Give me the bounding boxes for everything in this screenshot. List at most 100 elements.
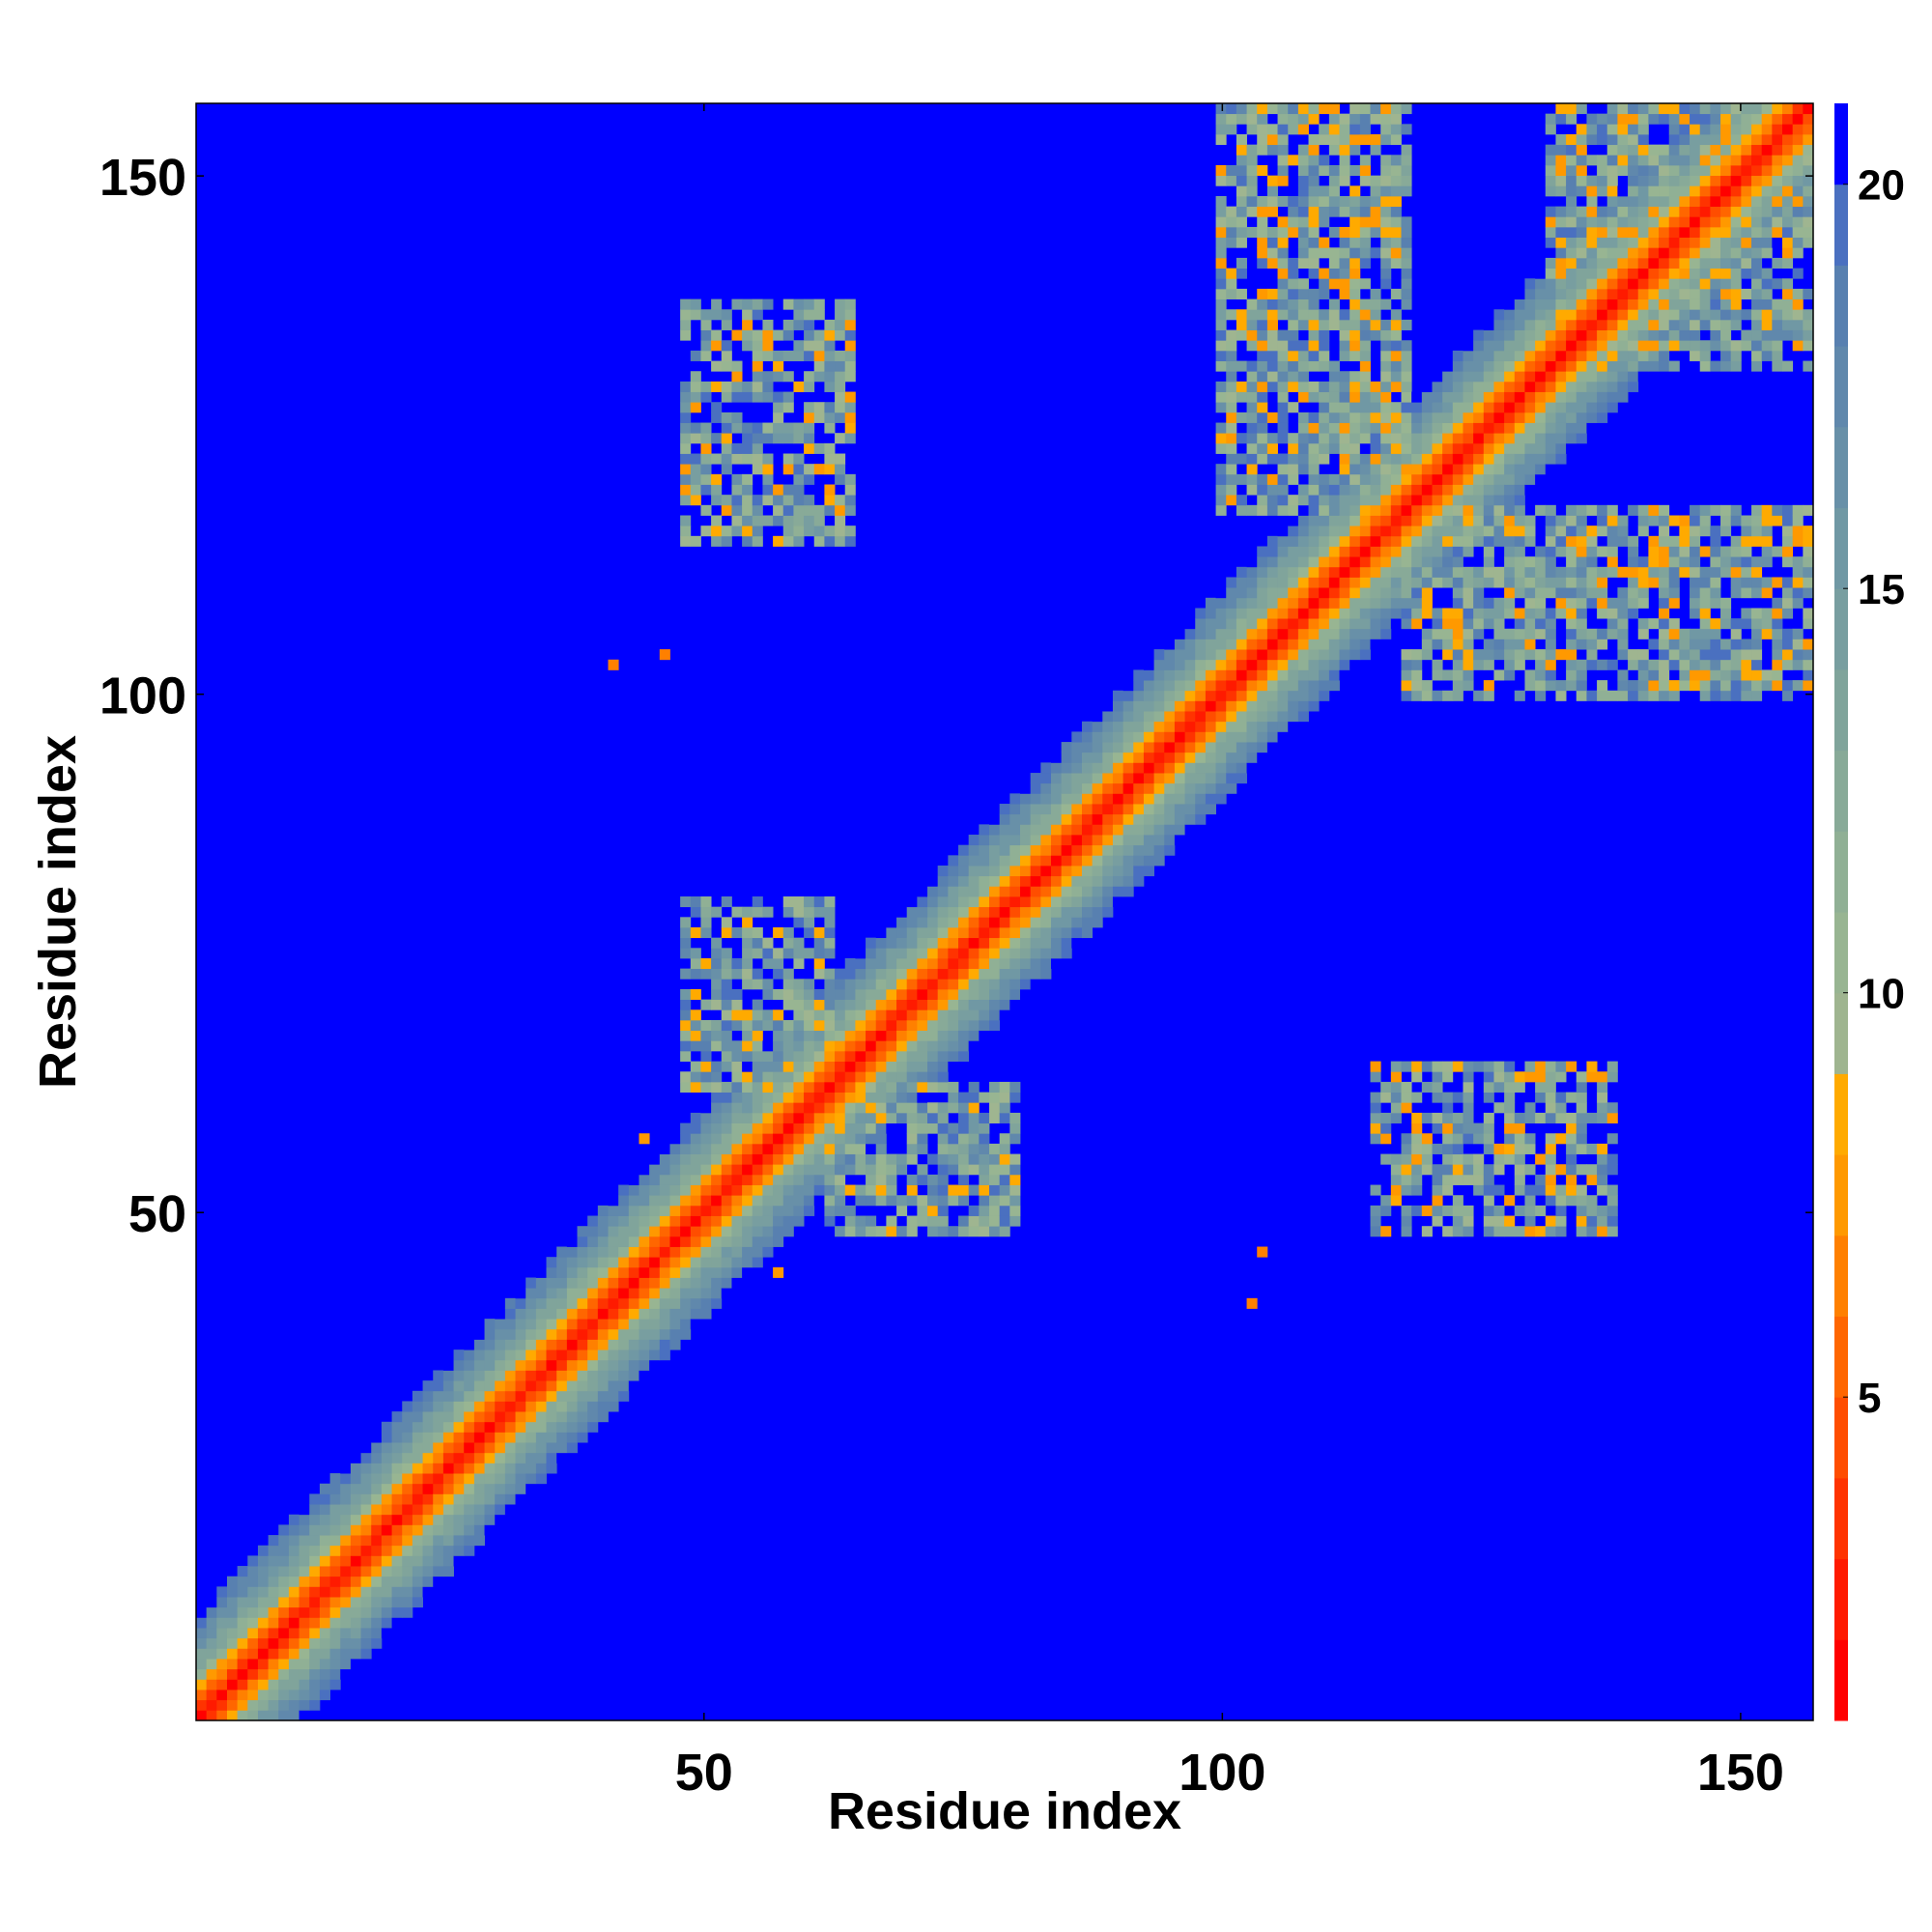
heatmap-cell xyxy=(1390,381,1402,392)
heatmap-cell xyxy=(1483,1143,1494,1154)
heatmap-cell xyxy=(669,1184,681,1196)
heatmap-cell xyxy=(1266,659,1278,670)
heatmap-cell xyxy=(1586,1205,1598,1216)
heatmap-cell xyxy=(927,1040,939,1052)
heatmap-cell xyxy=(875,1050,887,1062)
heatmap-cell xyxy=(844,1133,856,1145)
heatmap-cell xyxy=(1463,442,1474,454)
heatmap-cell xyxy=(1102,762,1114,774)
heatmap-cell xyxy=(1648,185,1660,197)
heatmap-cell xyxy=(1350,309,1361,321)
heatmap-cell xyxy=(495,1370,506,1381)
heatmap-cell xyxy=(875,1061,887,1072)
heatmap-cell xyxy=(1432,391,1443,403)
heatmap-cell xyxy=(1319,473,1330,485)
heatmap-cell xyxy=(1174,762,1185,774)
heatmap-cell xyxy=(1576,515,1587,526)
heatmap-cell xyxy=(1164,782,1176,794)
heatmap-cell xyxy=(1215,257,1227,269)
heatmap-cell xyxy=(1215,124,1227,135)
heatmap-cell xyxy=(1628,381,1639,392)
heatmap-cell xyxy=(628,1184,639,1196)
heatmap-cell xyxy=(711,484,723,496)
heatmap-cell xyxy=(1606,216,1618,228)
heatmap-cell xyxy=(680,1319,692,1330)
heatmap-cell xyxy=(1277,298,1289,310)
heatmap-cell xyxy=(1504,1061,1516,1072)
heatmap-cell xyxy=(1566,155,1577,166)
heatmap-cell xyxy=(1535,453,1547,465)
heatmap-cell xyxy=(1606,1153,1618,1165)
heatmap-cell xyxy=(1081,752,1094,763)
heatmap-cell xyxy=(1122,711,1134,723)
heatmap-cell xyxy=(773,402,784,413)
heatmap-cell xyxy=(1143,690,1154,701)
heatmap-cell xyxy=(731,329,743,341)
heatmap-cell xyxy=(526,1442,537,1454)
heatmap-cell xyxy=(762,1102,774,1114)
heatmap-cell xyxy=(608,1339,619,1350)
heatmap-cell xyxy=(1359,164,1371,177)
heatmap-cell xyxy=(1092,782,1103,794)
heatmap-cell xyxy=(1659,350,1670,361)
heatmap-cell xyxy=(1576,381,1587,392)
heatmap-cell xyxy=(597,1380,609,1392)
heatmap-cell xyxy=(371,1432,383,1443)
heatmap-cell xyxy=(1350,504,1361,516)
heatmap-cell xyxy=(1442,1164,1454,1176)
heatmap-cell xyxy=(1555,412,1567,423)
heatmap-cell xyxy=(1679,556,1690,568)
heatmap-cell xyxy=(1514,546,1525,557)
heatmap-cell xyxy=(216,1659,228,1670)
heatmap-cell xyxy=(453,1350,465,1361)
heatmap-cell xyxy=(495,1421,506,1433)
heatmap-cell xyxy=(1143,669,1154,681)
heatmap-cell xyxy=(237,1668,248,1680)
heatmap-cell xyxy=(319,1648,331,1660)
heatmap-cell xyxy=(1226,628,1237,639)
heatmap-cell xyxy=(762,422,774,434)
heatmap-cell xyxy=(804,999,815,1010)
heatmap-cell xyxy=(268,1586,279,1598)
heatmap-cell xyxy=(1535,1184,1547,1196)
heatmap-cell xyxy=(1463,1174,1474,1185)
heatmap-cell xyxy=(257,1699,270,1711)
heatmap-cell xyxy=(680,1009,692,1021)
heatmap-cell xyxy=(793,1071,805,1083)
heatmap-cell xyxy=(1514,412,1525,423)
heatmap-cell xyxy=(1493,329,1505,341)
heatmap-cell xyxy=(1452,360,1463,372)
heatmap-cell xyxy=(1226,680,1237,692)
heatmap-cell xyxy=(1257,639,1268,650)
heatmap-cell xyxy=(1339,350,1350,361)
heatmap-cell xyxy=(371,1452,383,1463)
heatmap-cell xyxy=(1266,556,1278,568)
heatmap-cell xyxy=(1297,535,1309,547)
heatmap-cell xyxy=(1555,329,1567,341)
heatmap-cell xyxy=(1370,1205,1381,1216)
heatmap-cell xyxy=(1401,669,1412,681)
heatmap-cell xyxy=(773,371,784,383)
heatmap-cell xyxy=(237,1699,248,1711)
heatmap-cell xyxy=(1277,247,1289,259)
heatmap-cell xyxy=(422,1514,434,1525)
heatmap-cell xyxy=(690,484,701,496)
heatmap-cell xyxy=(1493,412,1505,423)
heatmap-cell xyxy=(1555,371,1567,383)
heatmap-cell xyxy=(896,1030,908,1041)
heatmap-cell xyxy=(680,926,692,939)
heatmap-cell xyxy=(1380,1226,1392,1237)
heatmap-cell xyxy=(1648,144,1660,156)
heatmap-cell xyxy=(731,1081,743,1093)
heatmap-cell xyxy=(896,948,908,959)
heatmap-cell xyxy=(1586,185,1598,197)
heatmap-cell xyxy=(608,1266,619,1278)
heatmap-cell xyxy=(1442,515,1454,526)
heatmap-cell xyxy=(1370,195,1381,208)
heatmap-cell xyxy=(433,1473,444,1485)
heatmap-cell xyxy=(649,1246,661,1258)
heatmap-cell xyxy=(948,1195,959,1207)
heatmap-cell xyxy=(762,433,774,444)
heatmap-cell xyxy=(206,1710,217,1721)
heatmap-cell xyxy=(1617,618,1629,630)
